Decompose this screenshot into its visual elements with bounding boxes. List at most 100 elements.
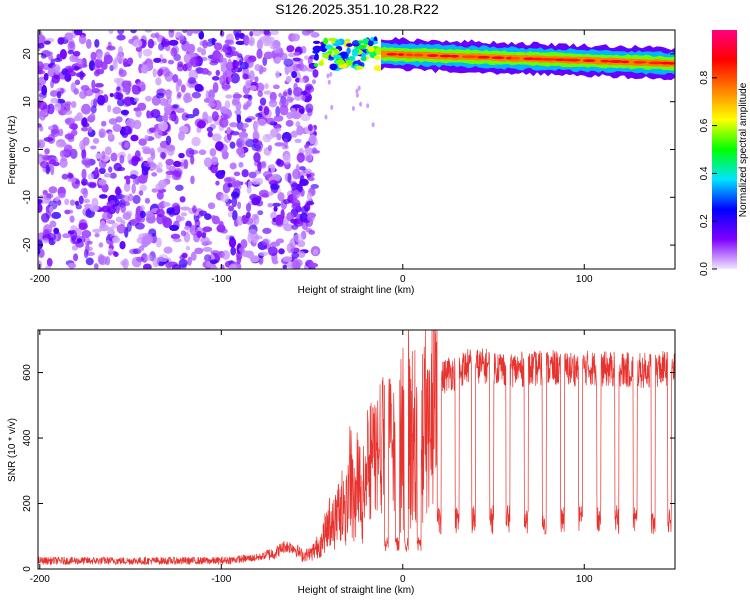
spectrogram-cell bbox=[208, 266, 218, 269]
spectrogram-cell bbox=[158, 121, 168, 132]
spectrogram-cell bbox=[124, 85, 131, 96]
spectrogram-cell bbox=[295, 164, 300, 173]
spectrogram-cell bbox=[73, 30, 83, 36]
spectrogram-cell bbox=[87, 173, 95, 180]
colorbar-gradient bbox=[712, 30, 737, 269]
spectrogram-cell bbox=[367, 40, 374, 47]
colorbar-tick-label: 0.2 bbox=[699, 214, 710, 228]
spectrogram-cell bbox=[245, 202, 252, 212]
spectrogram-cell bbox=[85, 257, 94, 266]
spectrogram-cell bbox=[254, 76, 259, 83]
spectrogram-cell bbox=[291, 252, 299, 259]
spectrogram-cell bbox=[113, 91, 121, 100]
spectrogram-cell bbox=[180, 230, 187, 237]
spectrogram-cell bbox=[234, 109, 242, 115]
spectrogram-cell bbox=[140, 64, 149, 74]
spectrogram-cell bbox=[296, 152, 305, 163]
spectrogram-cell bbox=[144, 233, 154, 245]
spectrogram-cell bbox=[196, 120, 206, 129]
spectrogram-cell bbox=[83, 198, 91, 204]
spectrogram-cell bbox=[245, 250, 255, 259]
spectrogram-cell bbox=[93, 64, 101, 71]
spectrogram-cell bbox=[144, 95, 152, 102]
spectrogram-cell bbox=[263, 51, 273, 60]
spectrogram-cell bbox=[94, 82, 104, 88]
spectrogram-cell bbox=[282, 198, 291, 205]
spectrogram-cell bbox=[70, 101, 77, 109]
spectrogram-cell bbox=[242, 104, 248, 111]
spectrogram-cell bbox=[141, 253, 148, 263]
spectrogram-cell bbox=[491, 56, 505, 60]
spectrogram-cell bbox=[202, 39, 209, 49]
spectrogram-cell bbox=[273, 206, 278, 212]
spectrogram-cell bbox=[329, 71, 333, 77]
spectrogram-cell bbox=[135, 46, 142, 52]
spectrogram-cell bbox=[119, 154, 125, 164]
spectrogram-cell bbox=[101, 212, 112, 221]
spectrogram-cell bbox=[166, 207, 175, 214]
spectrogram-cell bbox=[291, 70, 298, 79]
spectrogram-cell bbox=[64, 209, 71, 215]
spectrogram-cell bbox=[229, 141, 236, 149]
spectrogram-cell bbox=[306, 201, 315, 206]
spectrogram-cell bbox=[99, 223, 109, 232]
spectrogram-cell bbox=[165, 135, 172, 146]
spectrogram-cell bbox=[227, 58, 232, 68]
spectrogram-cell bbox=[668, 61, 675, 65]
spectrogram-cell bbox=[308, 229, 316, 235]
spectrogram-cell bbox=[43, 40, 51, 45]
spectrogram-cell bbox=[46, 51, 53, 56]
spectrogram-cell bbox=[209, 60, 219, 66]
spectrogram-cell bbox=[79, 70, 84, 81]
spectrogram-cell bbox=[81, 168, 87, 180]
spectrogram-cell bbox=[225, 201, 230, 207]
spectrogram-cell bbox=[59, 49, 67, 60]
spectrogram-cell bbox=[159, 151, 167, 159]
spectrogram-cell bbox=[162, 215, 168, 224]
spectrogram-cell bbox=[60, 156, 67, 162]
spectrogram-cell bbox=[238, 161, 244, 168]
spectrogram-cell bbox=[270, 241, 281, 247]
spectrogram-cell bbox=[70, 148, 78, 160]
spectrogram-cell bbox=[112, 106, 122, 115]
spectrogram-cell bbox=[169, 224, 180, 232]
spectrogram-cell bbox=[180, 206, 191, 211]
spectrogram-cell bbox=[287, 172, 292, 184]
spectrogram-cell bbox=[239, 136, 250, 142]
spectrogram-cell bbox=[254, 63, 261, 72]
colorbar-tick-label: 0.8 bbox=[699, 70, 710, 84]
spectrogram-cell bbox=[48, 186, 58, 194]
spectrogram-cell bbox=[159, 88, 165, 93]
spectrogram-cell bbox=[242, 73, 249, 80]
spectrogram-cell bbox=[211, 111, 219, 122]
spectrogram-cell bbox=[333, 54, 342, 60]
spectrogram-cell bbox=[169, 30, 174, 33]
spectrogram-cell bbox=[255, 82, 265, 93]
spectrogram-cell bbox=[185, 245, 191, 251]
spectrogram-cell bbox=[67, 172, 74, 179]
spectrogram-cell bbox=[236, 147, 245, 156]
spectrogram-cell bbox=[311, 79, 317, 85]
spectrogram-cell bbox=[344, 38, 351, 42]
spectrogram-cell bbox=[330, 47, 337, 51]
x-tick-label: 0 bbox=[400, 574, 406, 585]
spectrogram-cell bbox=[299, 178, 309, 187]
spectrogram-cell bbox=[156, 168, 163, 173]
spectrogram-cell bbox=[50, 97, 59, 104]
spectrogram-cell bbox=[268, 191, 274, 196]
spectrogram-cell bbox=[600, 59, 610, 63]
spectrogram-cell bbox=[115, 116, 123, 123]
spectrogram-cell bbox=[313, 40, 321, 44]
spectrogram-cell bbox=[162, 41, 173, 46]
spectrogram-cell bbox=[150, 151, 156, 160]
spectrogram-cell bbox=[120, 204, 126, 214]
spectrogram-cell bbox=[117, 30, 125, 35]
spectrogram-cell bbox=[246, 186, 252, 194]
spectrogram-cell bbox=[202, 246, 213, 252]
spectrogram-cell bbox=[98, 167, 106, 175]
spectrogram-cell bbox=[183, 225, 191, 230]
spectrogram-cell bbox=[80, 85, 90, 91]
spectrogram-cell bbox=[203, 254, 212, 263]
spectrogram-cell bbox=[165, 261, 173, 269]
spectrogram-cell bbox=[172, 74, 179, 83]
